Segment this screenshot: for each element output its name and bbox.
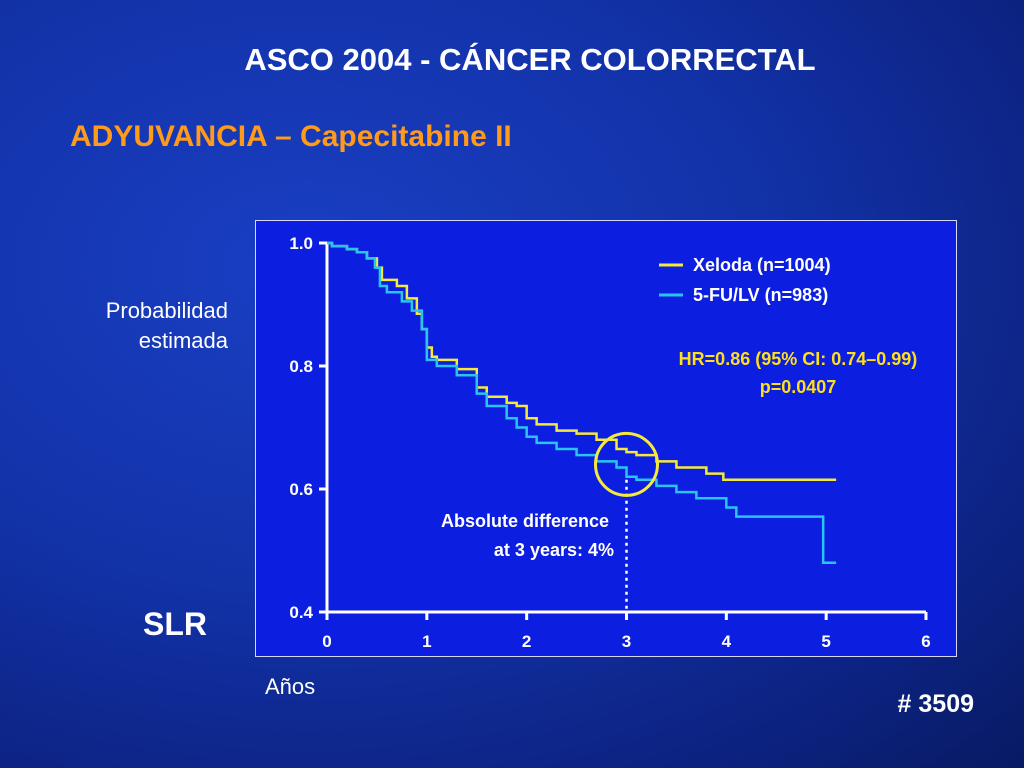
difference-annotation-line1: Absolute difference bbox=[441, 511, 609, 531]
y-tick-label: 0.4 bbox=[289, 603, 313, 622]
x-tick-label: 5 bbox=[821, 632, 830, 651]
hazard-ratio-text: HR=0.86 (95% CI: 0.74–0.99) bbox=[679, 349, 918, 369]
abstract-code: # 3509 bbox=[897, 690, 974, 718]
chart-panel: 0.4 0.6 0.8 1.0 0 1 2 3 4 5 6 Xeloda (n=1004) 5-FU/L… bbox=[255, 220, 957, 657]
difference-annotation-line2: at 3 years: 4% bbox=[494, 540, 614, 560]
x-tick-label: 4 bbox=[722, 632, 732, 651]
y-tick-label: 0.6 bbox=[289, 480, 313, 499]
x-tick-label: 6 bbox=[921, 632, 930, 651]
slr-label: SLR bbox=[143, 606, 207, 642]
x-tick-label: 3 bbox=[622, 632, 631, 651]
y-tick-label: 0.8 bbox=[289, 357, 313, 376]
slide-title: ASCO 2004 - CÁNCER COLORRECTAL bbox=[244, 42, 816, 77]
y-tick-label: 1.0 bbox=[289, 234, 313, 253]
slide-subtitle: ADYUVANCIA – Capecitabine II bbox=[70, 120, 512, 153]
legend-label-fu: 5-FU/LV (n=983) bbox=[693, 285, 828, 305]
fu-lv-survival-curve bbox=[327, 241, 837, 565]
legend-label-xeloda: Xeloda (n=1004) bbox=[693, 255, 831, 275]
y-axis-label: Probabilidad estimada bbox=[106, 296, 228, 356]
x-tick-label: 2 bbox=[522, 632, 531, 651]
p-value-text: p=0.0407 bbox=[760, 377, 837, 397]
highlight-circle bbox=[594, 431, 659, 497]
x-tick-label: 1 bbox=[422, 632, 431, 651]
x-tick-label: 0 bbox=[322, 632, 331, 651]
km-chart: 0.4 0.6 0.8 1.0 0 1 2 3 4 5 6 Xeloda (n=1004) 5-FU/L… bbox=[289, 234, 930, 651]
y-axis-label-line2: estimada bbox=[138, 328, 228, 353]
x-axis-label: Años bbox=[265, 674, 316, 699]
y-axis-label-line1: Probabilidad bbox=[105, 298, 228, 323]
